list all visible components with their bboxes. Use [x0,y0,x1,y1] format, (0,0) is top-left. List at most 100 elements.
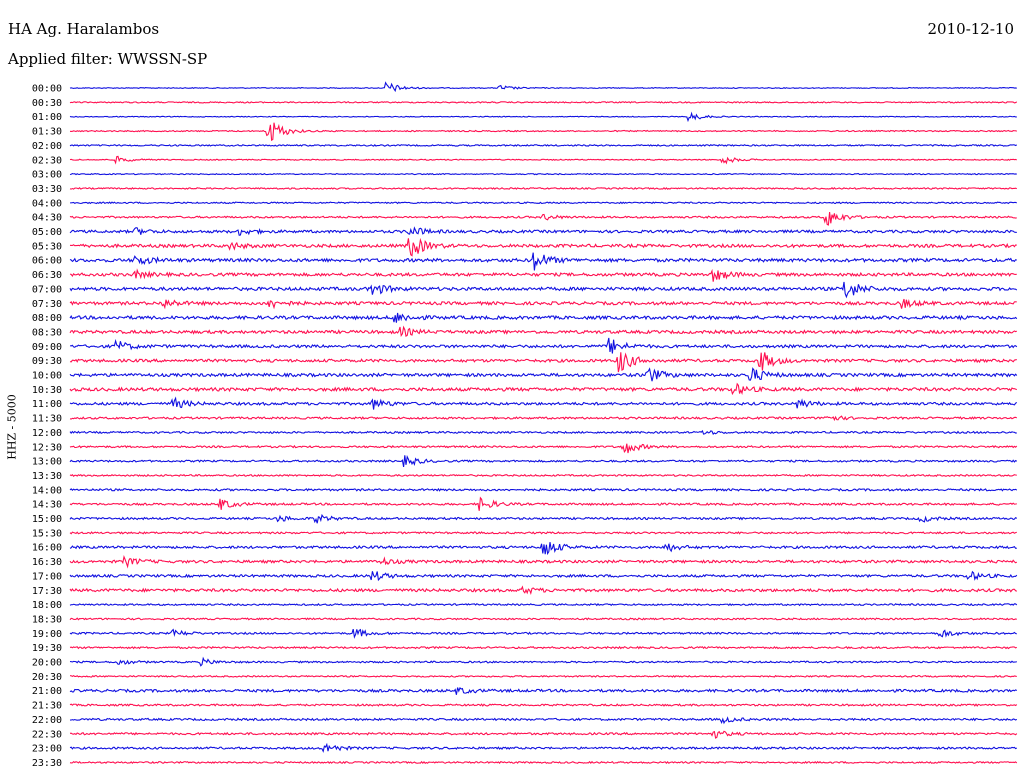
time-label: 00:30 [32,98,62,109]
trace-line [69,312,1018,323]
time-label: 21:00 [32,686,62,697]
time-label: 04:30 [32,213,62,224]
time-label: 02:30 [32,155,62,166]
trace-line [69,352,1017,373]
time-label: 18:30 [32,614,62,625]
time-label: 13:00 [32,457,62,468]
trace-line [69,585,1017,596]
time-label: 22:30 [32,729,62,740]
trace-line [69,742,1018,753]
trace-line [69,473,1017,478]
trace-line [69,513,1018,524]
trace-line [69,81,1017,93]
trace-line [69,686,1018,695]
trace-line [69,429,1017,435]
trace-line [69,186,1017,190]
time-label: 20:30 [32,672,62,683]
trace-line [69,367,1018,382]
trace-line [69,268,1017,282]
trace-line [69,226,1017,236]
time-label: 21:30 [32,701,62,712]
trace-line [69,455,1018,468]
time-label: 07:00 [32,284,62,295]
trace-line [69,237,1017,257]
time-label: 18:00 [32,600,62,611]
trace-line [69,252,1017,271]
trace-line [69,496,1017,511]
time-label: 01:30 [32,127,62,138]
trace-line [69,554,1018,569]
time-label: 01:00 [32,112,62,123]
trace-line [69,101,1018,104]
time-label: 00:00 [32,84,62,95]
station-name: HA Ag. Haralambos [8,20,160,38]
time-label: 04:00 [32,198,62,209]
trace-line [69,674,1017,678]
trace-line [69,415,1018,422]
time-label: 16:00 [32,543,62,554]
trace-line [69,487,1018,492]
time-label: 08:00 [32,313,62,324]
time-label: 06:30 [32,270,62,281]
trace-line [69,172,1017,176]
trace-line [69,443,1018,454]
trace-line [69,155,1017,165]
time-label: 11:00 [32,399,62,410]
time-label: 16:30 [32,557,62,568]
trace-line [69,122,1017,142]
time-label: 06:00 [32,256,62,267]
trace-line [69,703,1018,707]
time-label: 22:00 [32,715,62,726]
time-label: 17:00 [32,571,62,582]
time-label: 15:30 [32,528,62,539]
time-label: 10:00 [32,371,62,382]
time-label: 09:00 [32,342,62,353]
trace-line [69,570,1018,582]
trace-line [69,656,1017,667]
time-label: 19:00 [32,629,62,640]
time-label: 09:30 [32,356,62,367]
time-label: 19:30 [32,643,62,654]
time-label: 23:30 [32,758,62,769]
trace-line [69,281,1018,299]
time-label: 17:30 [32,586,62,597]
trace-line [69,542,1017,556]
filter-label: Applied filter: WWSSN-SP [8,50,208,68]
time-label: 03:00 [32,170,62,181]
time-label: 05:00 [32,227,62,238]
trace-line [69,298,1017,310]
time-label: 15:00 [32,514,62,525]
time-label: 12:00 [32,428,62,439]
time-label: 20:00 [32,658,62,669]
time-label: 02:00 [32,141,62,152]
time-label: 03:30 [32,184,62,195]
trace-line [69,111,1017,123]
time-label: 14:00 [32,485,62,496]
time-label: 08:30 [32,327,62,338]
time-label: 12:30 [32,442,62,453]
time-label: 05:30 [32,241,62,252]
record-date: 2010-12-10 [927,20,1014,38]
trace-line [69,531,1017,535]
trace-line [69,730,1018,739]
trace-line [69,602,1018,607]
trace-line [69,617,1017,621]
trace-line [69,628,1017,639]
trace-line [69,396,1018,410]
trace-line [69,325,1018,338]
trace-line [69,382,1018,396]
trace-line [69,645,1018,650]
time-label: 07:30 [32,299,62,310]
trace-line [69,143,1018,147]
trace-line [69,760,1018,765]
time-label: 14:30 [32,500,62,511]
trace-line [69,337,1018,354]
time-label: 13:30 [32,471,62,482]
time-label: 10:30 [32,385,62,396]
trace-line [69,212,1017,226]
time-label: 23:00 [32,744,62,755]
time-label: 11:30 [32,414,62,425]
trace-line [69,716,1018,725]
trace-line [69,201,1017,205]
